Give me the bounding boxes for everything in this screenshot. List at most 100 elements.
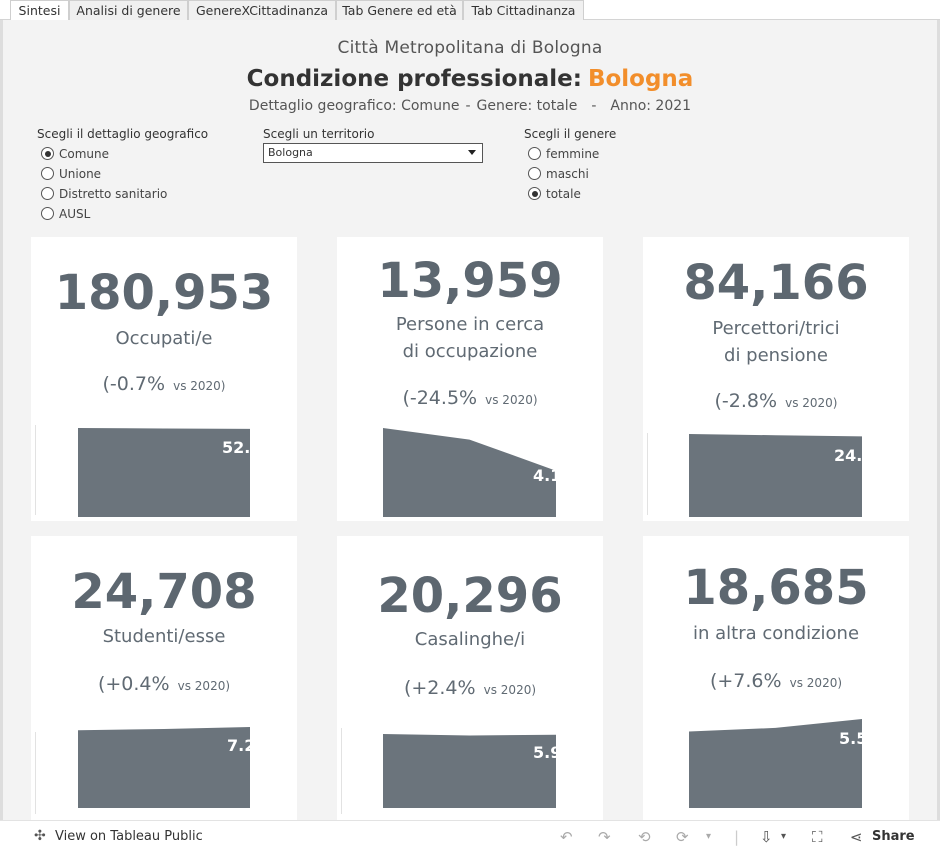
radio-totale[interactable]: totale xyxy=(528,186,581,202)
radio-dot xyxy=(41,167,54,180)
kpi-card-casalinghe: 20,296 Casalinghe/i (+2.4% vs 2020) 5.9 xyxy=(337,536,603,820)
detail-text: Dettaglio geografico: Comune xyxy=(248,98,460,114)
tab-genere-eta[interactable]: Tab Genere ed età xyxy=(336,0,463,20)
sparkline-area xyxy=(689,434,862,517)
chevron-down-icon[interactable]: ▾ xyxy=(781,831,787,842)
undo-icon[interactable]: ↶ xyxy=(560,828,573,846)
kpi-delta: (+7.6% vs 2020) xyxy=(709,670,843,692)
radio-ausl[interactable]: AUSL xyxy=(41,206,90,222)
divider xyxy=(35,425,36,515)
redo-icon[interactable]: ↷ xyxy=(598,828,611,846)
radio-label: Comune xyxy=(59,147,110,161)
territory-title: Bologna xyxy=(587,66,694,92)
radio-dot xyxy=(41,147,54,160)
subtitle: Dettaglio geografico: Comune - Genere: tot… xyxy=(248,98,692,114)
radio-dot xyxy=(528,167,541,180)
kpi-card-occupati: 180,953 Occupati/e (-0.7% vs 2020) 52. xyxy=(31,237,297,521)
download-icon[interactable]: ⇩ xyxy=(760,828,773,846)
radio-label: maschi xyxy=(546,167,589,181)
kpi-label: Casalinghe/i xyxy=(414,629,526,650)
divider xyxy=(35,732,36,814)
tableau-logo-icon: ✣ xyxy=(34,828,46,844)
revert-icon[interactable]: ⟲ xyxy=(638,828,651,846)
kpi-value: 180,953 xyxy=(54,265,274,321)
sparkline-area xyxy=(78,428,250,517)
radio-label: femmine xyxy=(546,147,600,161)
kpi-value: 13,959 xyxy=(377,253,563,309)
radio-dot xyxy=(528,187,541,200)
kpi-card-altra-condizione: 18,685 in altra condizione (+7.6% vs 202… xyxy=(643,536,909,820)
gender-filter-label: Scegli il genere xyxy=(524,127,617,141)
radio-distretto-sanitario[interactable]: Distretto sanitario xyxy=(41,186,167,202)
sparkline-label: 7.2 xyxy=(227,736,250,755)
fullscreen-icon[interactable]: ⛶ xyxy=(812,828,823,846)
title-text: Condizione professionale: xyxy=(246,66,582,92)
kpi-value: 24,708 xyxy=(71,564,257,620)
radio-unione[interactable]: Unione xyxy=(41,166,101,182)
kpi-delta: (+0.4% vs 2020) xyxy=(97,673,231,695)
sparkline-fill xyxy=(78,428,250,517)
radio-comune[interactable]: Comune xyxy=(41,146,109,162)
page-title: Condizione professionale: Bologna xyxy=(0,66,940,92)
view-on-tableau-link[interactable]: View on Tableau Public xyxy=(55,829,203,844)
radio-label: AUSL xyxy=(59,207,91,221)
chevron-down-icon xyxy=(468,150,476,155)
org-title: Città Metropolitana di Bologna xyxy=(337,38,603,58)
kpi-card-pensione: 84,166 Percettori/trici di pensione (-2.8… xyxy=(643,237,909,521)
share-button[interactable]: Share xyxy=(872,829,915,844)
radio-maschi[interactable]: maschi xyxy=(528,166,589,182)
radio-dot xyxy=(41,187,54,200)
radio-label: Unione xyxy=(59,167,102,181)
sparkline-area xyxy=(689,719,862,808)
kpi-label: in altra condizione xyxy=(692,623,860,644)
territory-select-value: Bologna xyxy=(268,146,313,159)
kpi-value: 18,685 xyxy=(683,560,869,616)
territory-filter-label: Scegli un territorio xyxy=(263,127,375,141)
sparkline-fill xyxy=(689,719,862,808)
sparkline-label: 5.5 xyxy=(839,729,862,748)
year-text: Anno: 2021 xyxy=(610,98,692,114)
geo-filter-label: Scegli il dettaglio geografico xyxy=(37,127,209,141)
sparkline-fill xyxy=(78,727,250,808)
tab-cittadinanza[interactable]: Tab Cittadinanza xyxy=(463,0,584,20)
sparkline-label: 4.1 xyxy=(533,466,556,485)
kpi-card-studenti: 24,708 Studenti/esse (+0.4% vs 2020) 7.2 xyxy=(31,536,297,820)
kpi-card-in-cerca: 13,959 Persone in cerca di occupazione (-… xyxy=(337,237,603,521)
sparkline-area xyxy=(383,428,556,517)
kpi-label: Persone in cerca di occupazione xyxy=(395,314,545,362)
kpi-value: 84,166 xyxy=(683,255,869,311)
chevron-down-icon[interactable]: ▾ xyxy=(706,831,712,842)
divider xyxy=(647,433,648,515)
sparkline-label: 24. xyxy=(834,446,862,465)
kpi-label: Studenti/esse xyxy=(102,626,226,647)
sparkline-fill xyxy=(383,734,556,808)
sparkline-fill xyxy=(383,428,556,517)
sparkline-fill xyxy=(689,434,862,517)
divider xyxy=(341,728,342,814)
radio-label: totale xyxy=(546,187,581,201)
radio-label: Distretto sanitario xyxy=(59,187,168,201)
share-icon[interactable]: ⋖ xyxy=(850,828,863,846)
bottom-toolbar: ✣ View on Tableau Public ↶ ↷ ⟲ ⟳ ▾ | ⇩ ▾… xyxy=(0,820,940,850)
tab-analisi-di-genere[interactable]: Analisi di genere xyxy=(69,0,188,20)
sparkline-label: 52. xyxy=(222,438,250,457)
kpi-delta: (-24.5% vs 2020) xyxy=(402,387,538,409)
tab-bar: Sintesi Analisi di genere GenereXCittadi… xyxy=(0,0,940,21)
radio-femmine[interactable]: femmine xyxy=(528,146,599,162)
toolbar-divider: | xyxy=(734,828,740,846)
kpi-label: Occupati/e xyxy=(115,328,213,349)
sparkline-label: 5.9 xyxy=(533,743,556,762)
kpi-delta: (+2.4% vs 2020) xyxy=(403,677,537,699)
tab-sintesi[interactable]: Sintesi xyxy=(10,0,69,21)
sparkline-area xyxy=(383,734,556,808)
kpi-label: Percettori/trici di pensione xyxy=(712,318,840,366)
gender-text: Genere: totale xyxy=(476,98,578,114)
kpi-delta: (-0.7% vs 2020) xyxy=(102,373,226,395)
kpi-value: 20,296 xyxy=(377,568,563,624)
radio-dot xyxy=(41,207,54,220)
refresh-icon[interactable]: ⟳ xyxy=(676,828,689,846)
kpi-delta: (-2.8% vs 2020) xyxy=(714,390,838,412)
sparkline-area xyxy=(78,727,250,808)
territory-select[interactable]: Bologna xyxy=(263,143,483,163)
tab-genere-x-cittadinanza[interactable]: GenereXCittadinanza xyxy=(188,0,336,20)
